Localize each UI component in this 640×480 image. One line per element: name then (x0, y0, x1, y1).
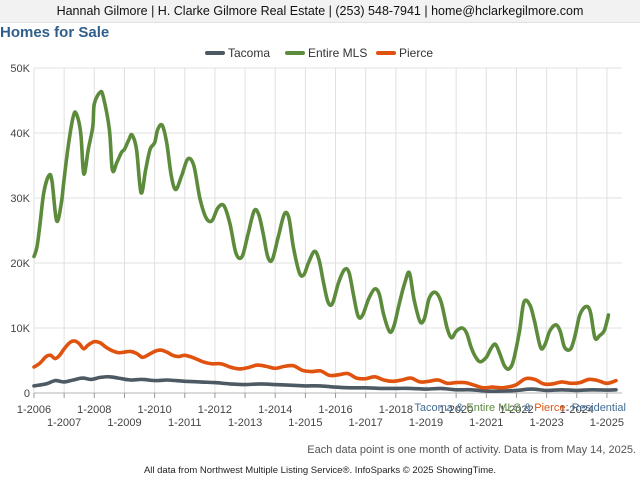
y-tick-label: 30K (10, 193, 30, 205)
subtitle-entire-mls: Entire MLS (466, 402, 520, 414)
y-tick-label: 20K (10, 258, 30, 270)
x-tick-label: 1-2024 (560, 404, 594, 416)
x-tick-label: 1-2017 (349, 417, 383, 429)
x-tick-label: 1-2016 (318, 404, 352, 416)
data-credit: All data from Northwest Multiple Listing… (143, 465, 497, 476)
data-footnote: Each data point is one month of activity… (307, 444, 636, 456)
x-tick-label: 1-2021 (469, 417, 503, 429)
chart-title: Homes for Sale (0, 24, 110, 41)
y-tick-label: 10K (10, 323, 30, 335)
y-tick-label: 0 (24, 388, 30, 400)
x-tick-label: 1-2019 (409, 417, 443, 429)
x-tick-label: 1-2014 (258, 404, 292, 416)
y-tick-label: 50K (10, 63, 30, 75)
series-lines (32, 89, 618, 394)
legend-label-pierce: Pierce (399, 46, 433, 60)
gridlines (33, 67, 622, 393)
x-tick-label: 1-2011 (168, 417, 201, 429)
series-line-entire-mls (32, 89, 611, 371)
subtitle-pierce: Pierce (534, 402, 565, 414)
x-tick-label: 1-2018 (379, 404, 413, 416)
x-tick-label: 1-2023 (529, 417, 563, 429)
subtitle-tacoma: Tacoma (414, 402, 453, 414)
chart-area: 0 10K 20K 30K 40K 50K 1-2006 1-2008 1-2010 1-2012… (10, 46, 626, 429)
x-tick-label: 1-2007 (47, 417, 81, 429)
contact-line: Hannah Gilmore | H. Clarke Gilmore Real … (56, 4, 584, 18)
legend-label-tacoma: Tacoma (228, 46, 270, 60)
x-tick-label: 1-2009 (107, 417, 141, 429)
series-line-tacoma (32, 374, 618, 394)
x-tick-label: 1-2008 (77, 404, 111, 416)
axes: 0 10K 20K 30K 40K 50K 1-2006 1-2008 1-2010 1-2012… (10, 63, 624, 429)
subtitle-amp-1: & (453, 402, 466, 414)
header-bar: Hannah Gilmore | H. Clarke Gilmore Real … (0, 0, 640, 23)
legend-label-entire-mls: Entire MLS (308, 46, 367, 60)
x-tick-label: 1-2020 (439, 404, 473, 416)
legend: Tacoma Entire MLS Pierce (205, 46, 433, 60)
x-tick-label: 1-2006 (17, 404, 51, 416)
x-tick-label: 1-2013 (228, 417, 262, 429)
x-tick-label: 1-2012 (198, 404, 232, 416)
x-tick-label: 1-2022 (499, 404, 533, 416)
subtitle-residential: : Residential (565, 402, 626, 414)
x-tick-label: 1-2010 (137, 404, 171, 416)
y-tick-label: 40K (10, 128, 30, 140)
x-tick-label: 1-2015 (288, 417, 322, 429)
series-line-pierce (32, 339, 618, 390)
x-tick-label: 1-2025 (590, 417, 624, 429)
chart-subtitle: Tacoma & Entire MLS & Pierce: Residentia… (414, 402, 626, 414)
subtitle-amp-2: & (521, 402, 534, 414)
